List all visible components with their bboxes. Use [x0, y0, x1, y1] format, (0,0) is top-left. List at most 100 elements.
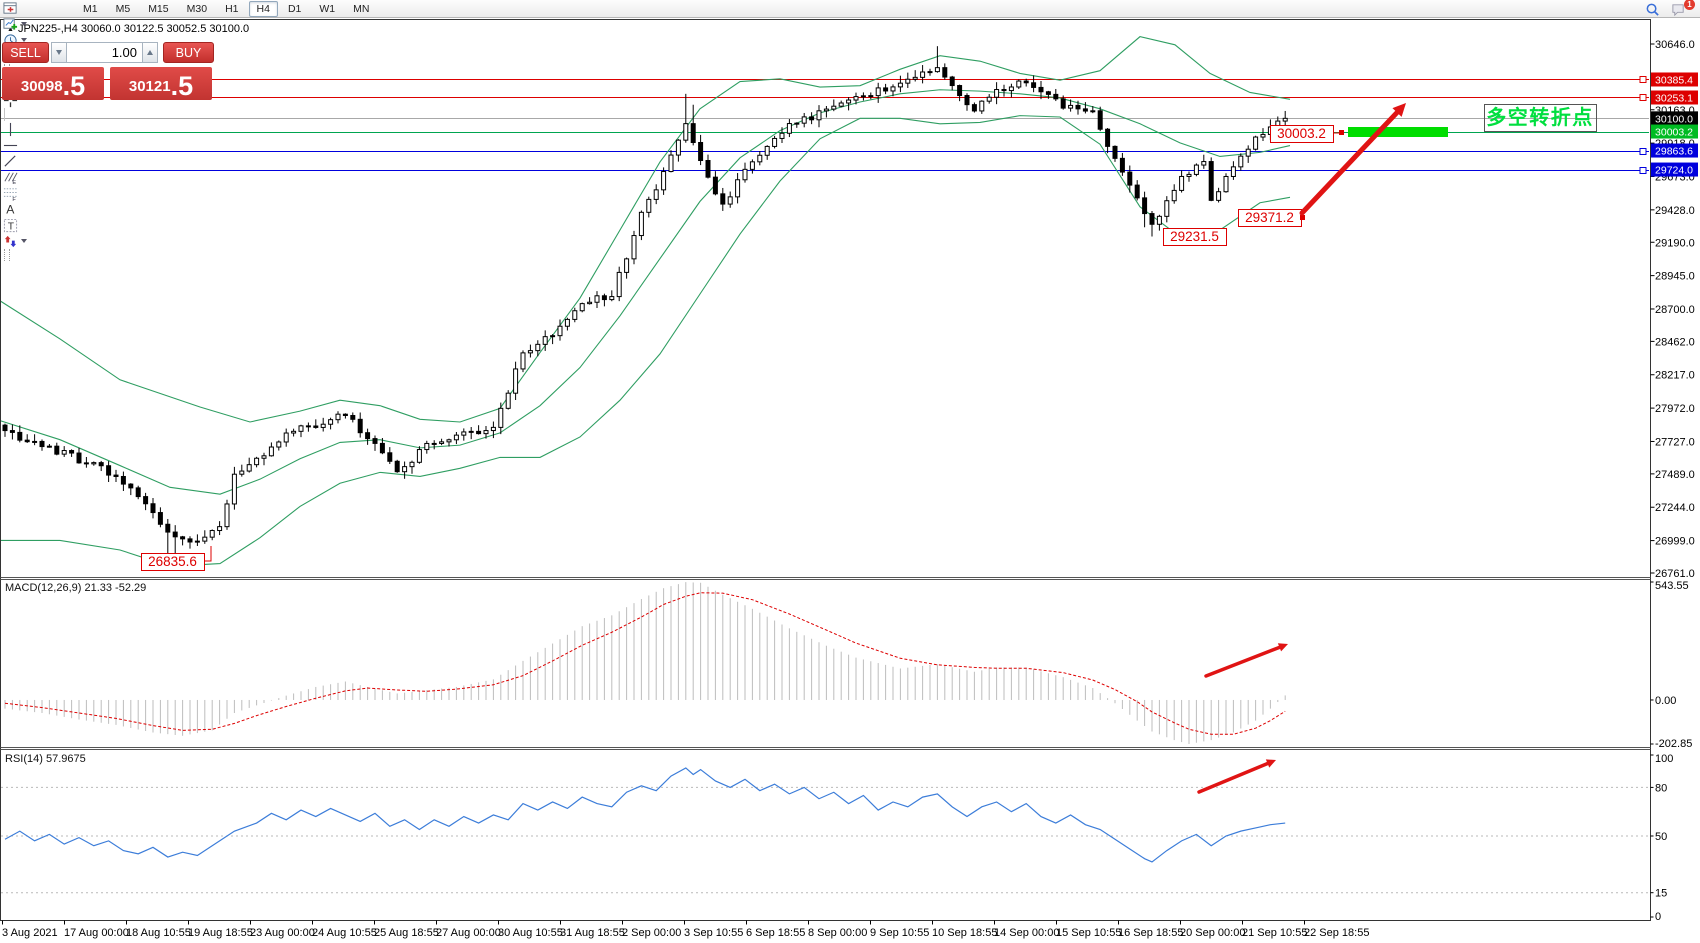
- sell-price-int: 30098: [20, 78, 63, 95]
- price-callout-box[interactable]: [1163, 228, 1227, 246]
- fibonacci-button[interactable]: F: [1, 185, 67, 201]
- timeframe-h4-button[interactable]: H4: [248, 0, 278, 17]
- text-button[interactable]: A: [1, 201, 67, 217]
- timeframe-mn-button[interactable]: MN: [353, 2, 370, 15]
- text-label-button[interactable]: T: [1, 217, 67, 233]
- bollinger-middle: [1, 89, 1291, 495]
- timeframe-m15-button[interactable]: M15: [148, 2, 169, 15]
- price-badge-label: 29863.6: [1655, 146, 1693, 158]
- price-badge: [1651, 162, 1698, 177]
- trend-arrow[interactable]: [1197, 761, 1271, 794]
- buy-button[interactable]: BUY: [163, 42, 214, 63]
- price-tick-label: 28462.0: [1655, 336, 1695, 348]
- svg-text:A: A: [6, 202, 15, 216]
- svg-text:T: T: [8, 221, 15, 232]
- toolbar-grip: [4, 249, 10, 261]
- date-label: 21 Sep 10:55: [1242, 927, 1307, 939]
- arrows-button[interactable]: [1, 233, 67, 249]
- price-tick-label: 29428.0: [1655, 205, 1695, 217]
- sell-button[interactable]: SELL: [2, 42, 49, 63]
- price-tick-label: 27489.0: [1655, 469, 1695, 481]
- date-label: 3 Sep 10:55: [684, 927, 743, 939]
- timeframe-d1-button[interactable]: D1: [287, 2, 302, 15]
- search-icon[interactable]: [1643, 1, 1662, 17]
- timeframe-w1-button[interactable]: W1: [319, 2, 336, 15]
- price-tick-label: 29190.0: [1655, 237, 1695, 249]
- price-badge-label: 29724.0: [1655, 165, 1693, 177]
- price-tick-label: 27727.0: [1655, 436, 1695, 448]
- price-callout-box[interactable]: [1270, 125, 1334, 143]
- timeframe-m30-button[interactable]: M30: [186, 2, 208, 15]
- date-label: 15 Sep 10:55: [1056, 927, 1121, 939]
- price-callout-box[interactable]: [141, 553, 205, 571]
- rsi-indicator-label: RSI(14) 57.9675: [5, 753, 86, 765]
- equidistant-channel-icon: E: [3, 170, 18, 185]
- price-tick-label: 30646.0: [1655, 39, 1695, 51]
- date-label: 9 Sep 10:55: [870, 927, 929, 939]
- trend-arrow[interactable]: [1204, 645, 1283, 678]
- price-callout-label: 29371.2: [1245, 210, 1294, 225]
- turning-point-label: 多空转折点: [1486, 105, 1594, 129]
- price-tick-label: 27972.0: [1655, 403, 1695, 415]
- timeframe-h1-button[interactable]: H1: [225, 2, 239, 15]
- svg-text:F: F: [12, 197, 16, 201]
- annotations[interactable]: 30003.2 29371.2 29231.5 26835.6 多空转折点: [141, 103, 1597, 794]
- volume-input[interactable]: 1.00: [66, 42, 143, 63]
- price-callout-label: 30003.2: [1277, 126, 1326, 141]
- chart-title: ▲ JPN225-,H4 30060.0 30122.5 30052.5 301…: [7, 23, 249, 35]
- horizontal-line-button[interactable]: [1, 137, 67, 153]
- rsi-axis-label: 100: [1655, 753, 1673, 765]
- price-badge: [1651, 124, 1698, 139]
- price-badge: [1651, 72, 1698, 87]
- new-chart-button[interactable]: [1, 16, 67, 32]
- turning-point-box[interactable]: [1484, 104, 1597, 132]
- date-label: 30 Aug 10:55: [498, 927, 563, 939]
- text-label-icon: T: [3, 218, 18, 233]
- horizontal-line-icon: [3, 138, 18, 153]
- buy-price-display[interactable]: 30121.5: [110, 67, 212, 100]
- price-badge: [1651, 90, 1698, 105]
- trendline-button[interactable]: [1, 153, 67, 169]
- price-tick-label: 27244.0: [1655, 502, 1695, 514]
- price-axis[interactable]: 30646.030163.029918.029673.029428.029190…: [1650, 39, 1695, 580]
- trend-arrow[interactable]: [1299, 108, 1401, 216]
- volume-decrease-button[interactable]: [51, 42, 67, 63]
- timeframe-m1-button[interactable]: M1: [83, 2, 98, 15]
- chat-icon[interactable]: 1: [1669, 0, 1695, 17]
- trendline-icon: [3, 154, 18, 169]
- triangle-up-icon: [147, 50, 153, 55]
- dropdown-caret-icon: [21, 38, 27, 42]
- equidistant-channel-button[interactable]: E: [1, 169, 67, 185]
- trend-arrow-head: [1277, 643, 1288, 652]
- price-callout-label: 26835.6: [148, 554, 197, 569]
- price-tick-label: 28945.0: [1655, 271, 1695, 283]
- level-handle[interactable]: [1639, 148, 1647, 155]
- level-handle[interactable]: [1639, 167, 1647, 174]
- rsi-axis-label: 0: [1655, 911, 1661, 923]
- rsi-panel: 100 80 50 15 0: [1, 753, 1673, 923]
- level-handle[interactable]: [1639, 94, 1647, 101]
- macd-axis-label: 0.00: [1655, 695, 1676, 707]
- volume-increase-button[interactable]: [142, 42, 158, 63]
- sell-price-display[interactable]: 30098.5: [2, 67, 104, 100]
- arrows-icon: [3, 234, 18, 249]
- date-label: 25 Aug 18:55: [374, 927, 439, 939]
- macd-panel: 543.55 0.00 -202.85: [4, 580, 1692, 750]
- dropdown-caret-icon: [21, 239, 27, 243]
- bollinger-bands: [1, 36, 1291, 567]
- chart-title-text: JPN225-,H4 30060.0 30122.5 30052.5 30100…: [17, 23, 250, 35]
- timeframe-m5-button[interactable]: M5: [115, 2, 131, 15]
- macd-axis-label: -202.85: [1655, 738, 1692, 750]
- window-collapse-icon[interactable]: ▲: [7, 25, 14, 33]
- vertical-line-button[interactable]: [1, 121, 67, 137]
- date-label: 3 Aug 2021: [2, 927, 58, 939]
- level-handle[interactable]: [1639, 76, 1647, 83]
- date-label: 2 Sep 00:00: [622, 927, 681, 939]
- price-badge-label: 30003.2: [1655, 127, 1693, 139]
- text-icon: A: [3, 202, 18, 217]
- data-window-icon[interactable]: [1, 0, 67, 16]
- highlight-bar[interactable]: [1348, 127, 1448, 137]
